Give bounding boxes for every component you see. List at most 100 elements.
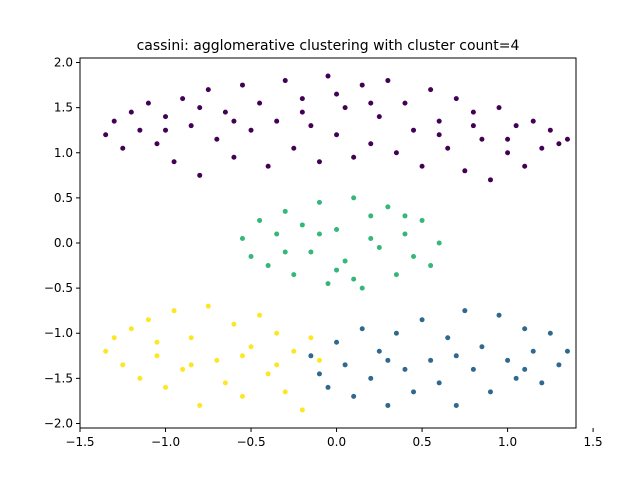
data-point [496,312,502,318]
data-point [308,353,314,359]
data-point [351,154,357,160]
x-tick-label: 1.5 [584,435,603,449]
data-point [248,254,254,260]
data-point [385,78,391,84]
data-point [145,100,151,106]
chart-title: cassini: agglomerative clustering with c… [137,38,520,54]
data-point [402,213,408,219]
x-tick-label: −1.0 [151,435,180,449]
data-point [163,114,169,120]
data-point [547,330,553,336]
data-point [248,127,254,133]
data-point [265,371,271,377]
data-point [197,402,203,408]
data-point [154,353,160,359]
y-tick-label: 2.0 [54,56,73,70]
data-point [274,118,280,124]
data-point [342,362,348,368]
data-point [368,235,374,241]
data-point [419,217,425,223]
data-point [231,321,237,327]
data-point [163,384,169,390]
y-tick-label: 1.0 [54,146,73,160]
data-point [214,357,220,363]
data-point [299,407,305,413]
data-point [154,141,160,147]
data-point [505,357,511,363]
data-point [556,362,562,368]
data-point [479,136,485,142]
y-tick-label: −2.0 [44,416,73,430]
data-point [291,272,297,278]
data-point [351,276,357,282]
data-point [462,168,468,174]
data-point [188,123,194,129]
data-point [436,380,442,386]
y-tick-label: −0.5 [44,281,73,295]
plot-frame [79,57,577,429]
data-point [385,357,391,363]
data-point [368,375,374,381]
data-point [316,199,322,205]
data-point [428,263,434,269]
data-point [120,145,126,151]
data-point [411,254,417,260]
data-point [197,172,203,178]
data-point [248,344,254,350]
data-point [530,348,536,354]
data-point [214,136,220,142]
data-point [453,96,459,102]
data-point [282,249,288,255]
data-point [453,353,459,359]
x-tick-label: −1.5 [65,435,94,449]
data-point [522,326,528,332]
y-tick-label: 0.5 [54,191,73,205]
data-point [385,204,391,210]
data-point [334,339,340,345]
data-point [239,393,245,399]
data-point [239,235,245,241]
data-point [197,105,203,111]
data-point [453,402,459,408]
data-point [436,118,442,124]
data-point [274,231,280,237]
data-point [428,87,434,93]
data-point [205,87,211,93]
data-point [505,136,511,142]
data-point [239,353,245,359]
x-axis: −1.5 −1.0 −0.5 0.0 0.5 1.0 1.5 [65,428,603,449]
data-point [351,393,357,399]
data-point [376,114,382,120]
data-point [137,375,143,381]
data-point [291,145,297,151]
data-point [103,132,109,138]
data-point [334,132,340,138]
data-point [547,127,553,133]
data-point [411,127,417,133]
data-point [402,100,408,106]
data-point [145,317,151,323]
data-point [282,389,288,395]
data-point [308,249,314,255]
data-point [470,366,476,372]
data-point [154,339,160,345]
data-point [513,375,519,381]
data-point [325,281,331,287]
data-point [539,380,545,386]
data-point [222,109,228,115]
y-tick-label: −1.0 [44,326,73,340]
data-point [393,272,399,278]
data-point [308,335,314,341]
data-point [128,109,134,115]
data-point [111,335,117,341]
data-point [359,82,365,88]
data-point [282,78,288,84]
data-point [239,82,245,88]
data-point [359,326,365,332]
data-point [282,208,288,214]
data-point [368,100,374,106]
data-point [376,245,382,251]
data-point [180,96,186,102]
data-point [257,100,263,106]
